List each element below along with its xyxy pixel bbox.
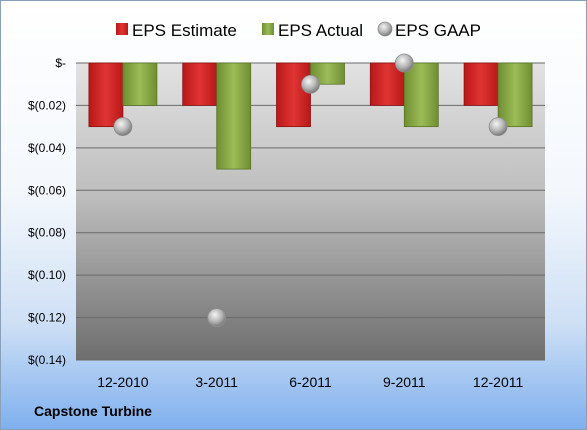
bar-eps-actual [310, 62, 345, 85]
y-tick-label: $(0.04) [28, 141, 66, 155]
legend: EPS Estimate EPS Actual EPS GAAP [116, 21, 481, 40]
legend-label: EPS GAAP [395, 21, 481, 40]
legend-swatch-estimate [116, 23, 128, 35]
legend-label: EPS Estimate [132, 21, 237, 40]
gaap-markers [113, 53, 508, 327]
bar-eps-estimate [88, 62, 124, 128]
y-tick-label: $(0.10) [28, 268, 66, 282]
y-tick-label: $(0.14) [28, 353, 66, 367]
company-name: Capstone Turbine [34, 403, 152, 419]
bar-eps-actual [497, 62, 533, 128]
x-axis-tick-labels: 12-2010 3-2011 6-2011 9-2011 12-2011 [97, 374, 523, 390]
y-tick-label: $(0.02) [28, 98, 66, 112]
bar-eps-estimate [276, 62, 311, 128]
bar-eps-actual [122, 62, 158, 106]
x-tick-label: 12-2010 [97, 374, 149, 390]
marker-eps-gaap [207, 308, 227, 327]
bar-eps-estimate [463, 62, 499, 106]
bar-eps-actual [403, 62, 439, 128]
x-tick-label: 6-2011 [289, 374, 332, 390]
legend-swatch-actual [262, 23, 274, 35]
marker-eps-gaap [301, 74, 320, 94]
bar-eps-estimate [182, 62, 218, 106]
legend-swatch-gaap [377, 21, 393, 37]
legend-label: EPS Actual [278, 21, 363, 40]
x-tick-label: 3-2011 [195, 374, 238, 390]
marker-eps-gaap [488, 117, 508, 137]
marker-eps-gaap [394, 53, 414, 73]
x-tick-label: 9-2011 [383, 374, 426, 390]
y-tick-label: $(0.08) [28, 226, 66, 240]
y-axis-tick-labels: $- $(0.02) $(0.04) $(0.06) $(0.08) $(0.10) $(0… [28, 56, 66, 367]
y-tick-label: $- [55, 56, 66, 70]
y-tick-label: $(0.12) [28, 311, 66, 325]
x-tick-label: 12-2011 [473, 374, 524, 390]
bar-eps-actual [216, 62, 252, 170]
marker-eps-gaap [113, 117, 133, 137]
y-tick-label: $(0.06) [28, 183, 66, 197]
